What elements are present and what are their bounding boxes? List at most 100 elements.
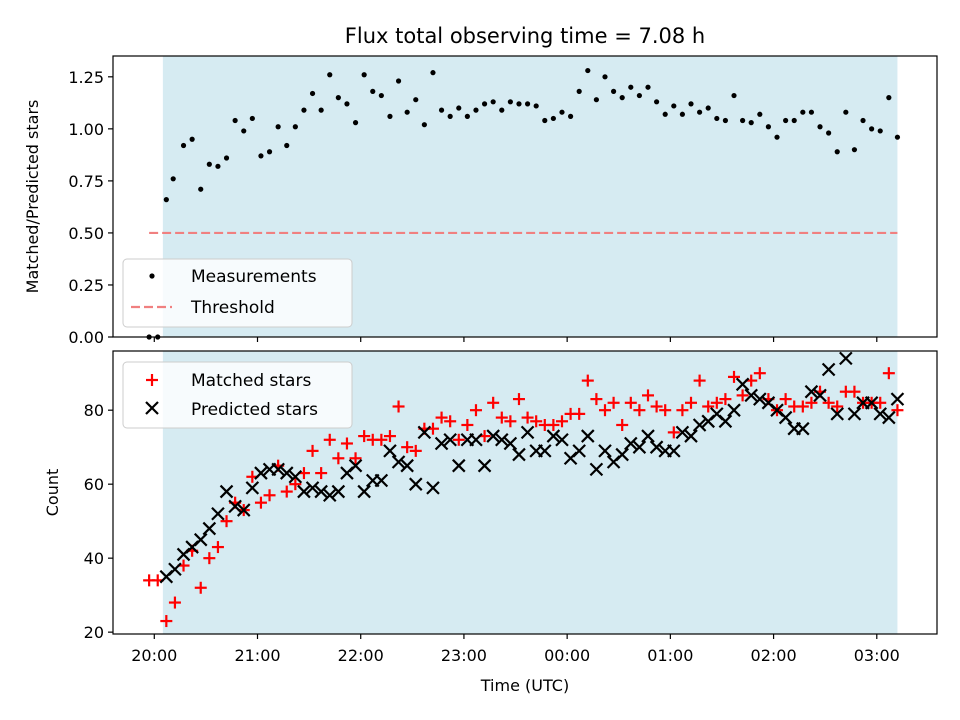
- predicted-star-point: [503, 436, 518, 451]
- measurement-point: [473, 107, 479, 113]
- measurement-point: [542, 117, 548, 124]
- matched-star-point: [650, 400, 663, 413]
- matched-star-point: [452, 433, 465, 446]
- matched-star-point: [435, 411, 448, 424]
- matched-star-point: [349, 452, 362, 465]
- matched-star-point: [495, 411, 508, 424]
- predicted-star-point: [744, 388, 758, 403]
- measurement-point: [490, 99, 496, 105]
- predicted-star-point: [873, 407, 888, 421]
- predicted-star-point: [684, 429, 698, 443]
- measurement-point: [731, 92, 737, 99]
- predicted-star-point: [331, 484, 346, 499]
- y-tick-label: 0.25: [68, 276, 104, 295]
- matched-star-point: [289, 478, 302, 491]
- legend-measurements-marker: [149, 273, 155, 279]
- matched-star-point: [805, 396, 818, 409]
- matched-star-point: [383, 430, 396, 443]
- matched-star-point: [710, 396, 723, 409]
- matched-star-point: [487, 396, 500, 409]
- measurement-point: [894, 134, 901, 140]
- top-panel: 0.00 0.25 0.50 0.75 1.00 1.25 Matched/Predict…: [23, 55, 938, 347]
- matched-star-point: [409, 444, 422, 457]
- predicted-star-point: [632, 440, 647, 454]
- predicted-star-point: [426, 481, 440, 495]
- matched-stars-series: [143, 367, 904, 628]
- measurement-point: [249, 115, 255, 122]
- measurement-point: [593, 97, 599, 103]
- predicted-star-point: [434, 436, 449, 451]
- predicted-star-point: [520, 425, 535, 440]
- predicted-star-point: [821, 362, 836, 377]
- matched-star-point: [555, 415, 568, 428]
- predicted-star-point: [271, 462, 285, 477]
- measurement-point: [481, 101, 488, 107]
- predicted-star-point: [589, 462, 604, 477]
- measurement-point: [783, 117, 789, 124]
- matched-star-point: [401, 441, 414, 454]
- measurement-point: [808, 109, 815, 115]
- measurement-point: [791, 117, 797, 124]
- matched-star-point: [306, 444, 319, 457]
- measurement-point: [757, 111, 763, 117]
- measurement-point: [499, 107, 505, 113]
- measurement-point: [688, 101, 694, 107]
- matched-star-point: [831, 400, 844, 413]
- measurement-point: [559, 109, 565, 115]
- measurement-point: [395, 78, 402, 84]
- top-axes-frame: [112, 55, 938, 338]
- predicted-star-point: [830, 407, 845, 421]
- matched-star-point: [315, 467, 328, 480]
- matched-star-point: [616, 418, 629, 431]
- predicted-star-point: [735, 377, 750, 392]
- predicted-star-point: [727, 403, 741, 417]
- measurement-point: [223, 155, 230, 161]
- bottom-panel: 20 40 60 80 20:00 21:00 22:00 23:00 00:00 01:00 0…: [43, 350, 938, 695]
- bottom-axes-frame: [112, 350, 938, 635]
- x-tick-label: 03:00: [854, 646, 900, 665]
- measurement-point: [447, 113, 453, 119]
- predicted-star-point: [796, 421, 810, 436]
- predicted-star-point: [778, 410, 793, 425]
- measurement-point: [679, 111, 686, 117]
- measurement-point: [645, 84, 651, 90]
- measurement-point: [800, 109, 806, 115]
- matched-star-point: [392, 400, 405, 413]
- y-tick-label: 1.00: [68, 120, 104, 139]
- y-tick-label: 60: [84, 475, 104, 494]
- measurement-point: [327, 72, 333, 78]
- matched-star-point: [685, 396, 698, 409]
- measurement-point: [697, 109, 703, 115]
- measurement-point: [404, 109, 410, 115]
- matched-star-point: [254, 496, 267, 509]
- measurement-point: [352, 120, 359, 126]
- predicted-star-point: [288, 469, 303, 484]
- predicted-star-point: [279, 466, 294, 480]
- measurement-point: [464, 113, 470, 119]
- measurement-point: [765, 124, 772, 130]
- bottom-legend: Matched stars Predicted stars: [122, 361, 353, 429]
- measurement-point: [748, 120, 754, 126]
- x-tick-label: 23:00: [441, 646, 487, 665]
- measurement-point: [869, 126, 875, 132]
- top-y-axis-label: Matched/Predicted stars: [23, 100, 42, 294]
- measurement-point: [533, 103, 539, 109]
- predicted-star-point: [374, 473, 389, 488]
- predicted-star-point: [555, 433, 569, 447]
- top-x-ticks: [153, 337, 878, 342]
- matched-star-point: [667, 426, 680, 439]
- x-tick-label: 21:00: [234, 646, 280, 665]
- measurement-point: [877, 128, 883, 134]
- matched-star-point: [641, 389, 654, 402]
- chart-title: Flux total observing time = 7.08 h: [345, 24, 705, 48]
- matched-star-point: [719, 393, 732, 406]
- measurement-point: [370, 88, 376, 94]
- predicted-star-point: [383, 444, 397, 458]
- predicted-star-point: [443, 433, 457, 447]
- predicted-star-point: [245, 481, 260, 495]
- matched-star-point: [194, 581, 207, 594]
- x-tick-label: 00:00: [544, 646, 590, 665]
- legend-predicted-marker: [145, 401, 159, 415]
- matched-star-point: [211, 541, 224, 554]
- predicted-star-point: [219, 484, 234, 499]
